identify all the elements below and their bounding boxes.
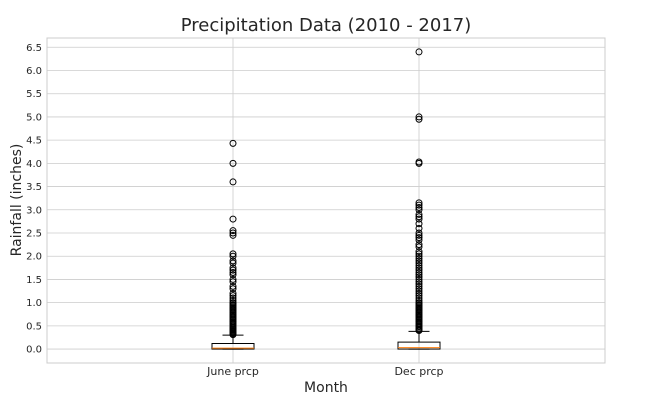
boxes (211, 48, 441, 350)
outlier-point (415, 266, 423, 274)
outlier-point (229, 292, 237, 300)
outlier-point (229, 282, 237, 290)
box-group (211, 139, 255, 350)
y-tick-label: 2.5 (26, 229, 42, 240)
y-tick-label: 3.5 (26, 182, 42, 193)
outlier-point (415, 201, 423, 209)
grid-lines (47, 38, 605, 363)
y-tick-label: 0.5 (26, 321, 42, 332)
iqr-box (211, 343, 255, 350)
outlier-point (229, 285, 237, 293)
outlier-point (415, 289, 423, 297)
y-tick-label: 1.0 (26, 298, 42, 309)
outlier-point (415, 250, 423, 258)
plot-spines (46, 37, 606, 364)
outlier-point (229, 139, 237, 147)
x-tick-label: June prcp (206, 365, 259, 378)
outlier-point (415, 199, 423, 207)
outlier-point (415, 252, 423, 260)
outlier-point (415, 280, 423, 288)
y-tick-label: 1.5 (26, 275, 42, 286)
outlier-point (229, 259, 237, 267)
outlier-point (229, 289, 237, 297)
y-tick-label: 5.5 (26, 89, 42, 100)
y-tick-label: 2.0 (26, 252, 42, 263)
outlier-point (415, 268, 423, 276)
y-tick-label: 0.0 (26, 345, 42, 356)
outlier-point (229, 294, 237, 302)
outlier-point (415, 282, 423, 290)
outlier-point (415, 113, 423, 121)
x-tick-labels: June prcp Dec prcp (206, 365, 443, 378)
outlier-point (415, 213, 423, 221)
outlier-point (415, 275, 423, 283)
outlier-point (415, 299, 423, 307)
outlier-point (229, 296, 237, 304)
outlier-point (415, 273, 423, 281)
outlier-point (415, 294, 423, 302)
outlier-point (415, 115, 423, 123)
y-tick-label: 4.5 (26, 136, 42, 147)
outlier-point (415, 257, 423, 265)
outlier-point (415, 285, 423, 293)
outlier-point (415, 243, 423, 251)
outlier-point (229, 252, 237, 260)
outlier-point (415, 229, 423, 237)
outlier-point (415, 48, 423, 56)
y-tick-label: 3.0 (26, 205, 42, 216)
outlier-point (415, 234, 423, 242)
iqr-box (397, 341, 441, 350)
outlier-point (415, 224, 423, 232)
y-tick-labels: 0.0 0.5 1.0 1.5 2.0 2.5 3.0 3.5 4.0 4.5 5.0 5.5 6.0 6… (26, 43, 42, 356)
outlier-point (415, 278, 423, 286)
outlier-point (229, 250, 237, 258)
outlier-point (415, 241, 423, 249)
outlier-point (415, 259, 423, 267)
outlier-point (229, 229, 237, 237)
outlier-point (229, 275, 237, 283)
outlier-point (229, 257, 237, 265)
chart-title: Precipitation Data (2010 - 2017) (181, 15, 472, 36)
box-group (397, 48, 441, 350)
y-tick-label: 4.0 (26, 159, 42, 170)
outlier-point (415, 248, 423, 256)
outlier-point (415, 296, 423, 304)
outlier-point (415, 255, 423, 263)
outlier-point (415, 231, 423, 239)
y-axis-label: Rainfall (inches) (9, 144, 25, 257)
outlier-point (229, 178, 237, 186)
outlier-point (415, 203, 423, 211)
outlier-point (229, 215, 237, 223)
outlier-point (229, 231, 237, 239)
outlier-point (415, 158, 423, 166)
outlier-point (415, 220, 423, 228)
outlier-point (415, 264, 423, 272)
outlier-point (415, 206, 423, 214)
x-axis-label: Month (304, 380, 348, 396)
outlier-point (229, 264, 237, 272)
outlier-point (415, 271, 423, 279)
y-tick-label: 6.0 (26, 66, 42, 77)
outlier-point (415, 215, 423, 223)
outlier-point (415, 262, 423, 269)
outlier-point (415, 236, 423, 244)
outlier-point (229, 268, 237, 276)
plot-frame (46, 37, 606, 364)
outlier-point (229, 227, 237, 235)
y-tick-label: 5.0 (26, 112, 42, 123)
outlier-point (229, 159, 237, 167)
outlier-point (415, 292, 423, 300)
outlier-point (415, 210, 423, 218)
outlier-point (229, 278, 237, 286)
outlier-point (229, 266, 237, 274)
outlier-point (415, 287, 423, 295)
outlier-point (229, 271, 237, 279)
plot-background (47, 38, 605, 363)
outlier-point (229, 299, 237, 307)
x-tick-label: Dec prcp (394, 365, 443, 378)
y-tick-label: 6.5 (26, 43, 42, 54)
